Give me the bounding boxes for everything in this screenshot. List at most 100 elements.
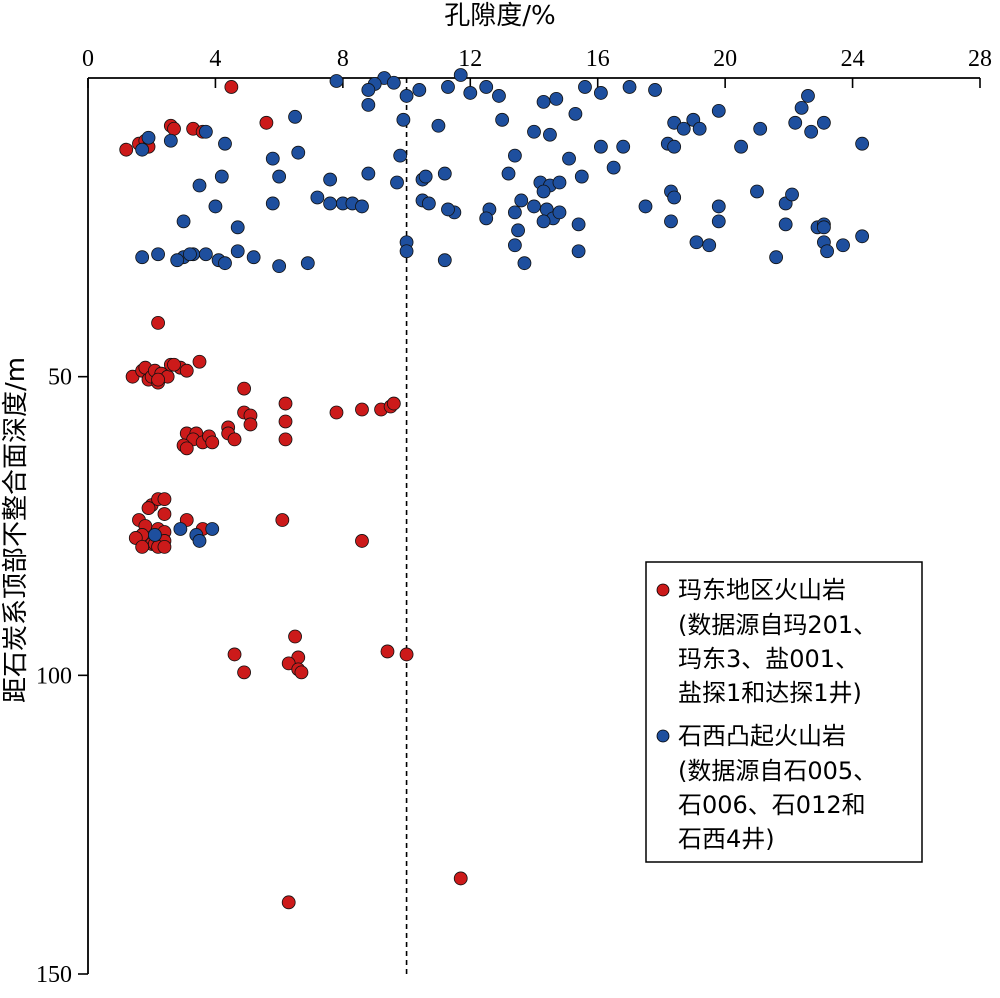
data-point-shixi (801, 89, 815, 103)
data-point-shixi (638, 199, 653, 214)
data-point-shixi (753, 121, 768, 136)
data-point-shixi (568, 106, 583, 121)
data-point-shixi (578, 80, 592, 94)
data-point-madong (167, 121, 181, 136)
data-point-shixi (769, 250, 784, 265)
data-point-shixi (437, 253, 452, 268)
data-point-shixi (399, 89, 414, 103)
x-tick-label: 24 (841, 46, 865, 72)
data-points (119, 68, 870, 910)
x-tick-label: 4 (209, 46, 221, 72)
data-point-shixi (288, 109, 302, 124)
data-point-shixi (507, 148, 522, 163)
data-point-shixi (230, 220, 245, 235)
data-point-shixi (648, 83, 662, 97)
data-point-shixi (711, 103, 726, 118)
data-point-shixi (396, 112, 411, 127)
data-point-shixi (218, 256, 232, 271)
data-point-shixi (536, 214, 551, 229)
data-point-shixi (230, 244, 245, 259)
data-point-shixi (265, 151, 280, 166)
data-point-shixi (492, 89, 506, 103)
x-tick-label: 16 (586, 46, 610, 72)
data-point-madong (227, 647, 242, 662)
data-point-shixi (300, 256, 315, 271)
data-point-shixi (441, 202, 455, 217)
data-point-shixi (386, 75, 401, 90)
data-point-shixi (479, 211, 494, 226)
data-point-shixi (208, 199, 223, 214)
data-point-shixi (507, 205, 522, 220)
data-point-shixi (495, 112, 510, 127)
x-tick-label: 28 (968, 46, 992, 72)
data-point-madong (355, 402, 369, 417)
data-point-madong (278, 432, 293, 447)
data-point-shixi (692, 121, 707, 136)
data-point-shixi (214, 169, 229, 184)
data-point-madong (288, 629, 302, 644)
data-point-shixi (788, 115, 803, 130)
data-point-madong (386, 396, 401, 411)
data-point-shixi (527, 199, 541, 214)
data-point-shixi (163, 133, 178, 148)
data-point-shixi (323, 196, 338, 211)
data-point-madong (151, 372, 165, 387)
data-point-shixi (310, 190, 325, 205)
data-point-shixi (817, 220, 831, 235)
data-point-shixi (734, 139, 748, 154)
data-point-madong (167, 357, 181, 372)
data-point-shixi (785, 187, 799, 202)
legend-madong-line-4: 盐探1和达探1井) (678, 679, 862, 707)
data-point-madong (119, 142, 134, 157)
data-point-shixi (421, 196, 436, 211)
data-point-shixi (147, 528, 162, 542)
data-point-madong (329, 405, 344, 420)
data-point-shixi (622, 80, 637, 94)
data-point-shixi (571, 217, 586, 232)
data-point-shixi (507, 238, 522, 253)
data-point-shixi (552, 175, 567, 190)
data-point-madong (179, 441, 194, 456)
legend-shixi-line-1: 石西凸起火山岩 (678, 722, 846, 750)
data-point-shixi (361, 166, 376, 181)
legend-box (645, 561, 923, 863)
data-point-shixi (218, 136, 232, 151)
x-tick-label: 8 (337, 46, 349, 72)
data-point-shixi (176, 214, 191, 229)
data-point-shixi (272, 259, 287, 274)
data-point-madong (294, 665, 309, 680)
data-point-shixi (702, 238, 717, 253)
y-tick-label: 150 (36, 962, 72, 988)
data-point-shixi (265, 196, 280, 211)
data-point-shixi (479, 80, 494, 94)
data-point-shixi (594, 86, 608, 100)
data-point-shixi (711, 199, 726, 214)
data-point-madong (237, 665, 252, 680)
data-point-shixi (323, 172, 338, 187)
data-point-shixi (355, 199, 369, 214)
data-point-shixi (594, 139, 608, 154)
legend-marker-madong (656, 583, 670, 597)
data-point-shixi (463, 86, 478, 100)
data-point-shixi (820, 244, 834, 259)
data-point-madong (151, 316, 165, 330)
data-point-shixi (855, 229, 870, 244)
data-point-shixi (817, 115, 831, 130)
x-tick-label: 20 (713, 46, 737, 72)
data-point-shixi (571, 244, 586, 259)
data-point-shixi (399, 244, 414, 259)
data-point-madong (281, 895, 296, 910)
data-point-shixi (552, 205, 567, 220)
y-tick-label: 100 (36, 663, 72, 689)
data-point-shixi (536, 184, 551, 199)
data-point-shixi (390, 175, 404, 190)
data-point-shixi (606, 160, 621, 175)
data-point-shixi (711, 214, 726, 229)
data-point-madong (157, 540, 172, 554)
data-point-madong (141, 501, 156, 515)
legend-madong-line-2: (数据源自玛201、 (678, 611, 877, 639)
data-point-shixi (198, 124, 213, 139)
data-point-madong (453, 871, 468, 886)
data-point-shixi (361, 83, 376, 97)
